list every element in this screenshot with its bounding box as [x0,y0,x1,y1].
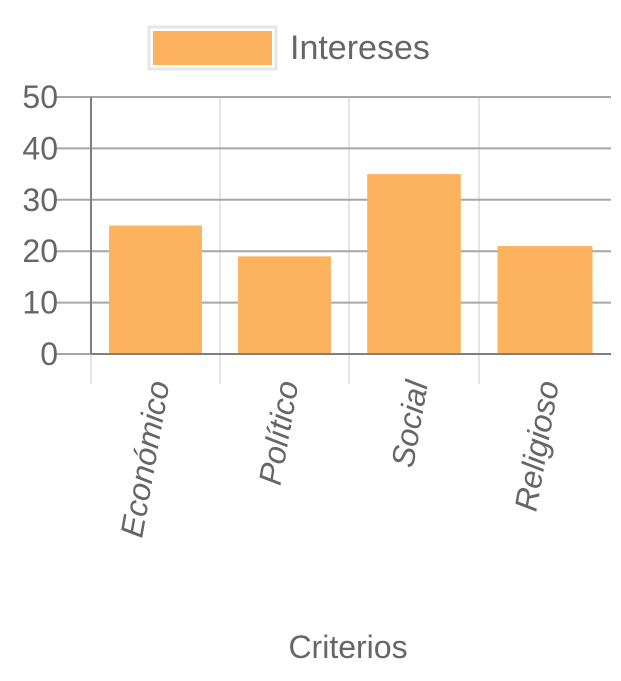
legend-swatch [153,31,272,65]
x-axis-ticks: Económico Político Social Religioso [113,377,565,540]
legend-label: Intereses [290,29,430,67]
x-tick-label: Religioso [508,378,566,514]
y-tick-label: 10 [22,285,58,321]
y-tick-label: 40 [22,130,58,166]
bar[interactable] [367,174,461,354]
bar[interactable] [109,225,202,355]
legend-swatch-border [147,25,278,71]
x-axis-title: Criterios [288,629,407,665]
y-tick-label: 20 [22,233,58,269]
y-tick-label: 50 [22,79,58,115]
x-tick-label: Social [384,377,435,470]
bar[interactable] [497,246,593,354]
y-tick-label: 30 [22,182,58,218]
axes [90,97,611,355]
y-axis-ticks: 0 10 20 30 40 50 [22,79,58,372]
bar[interactable] [238,256,331,354]
x-tick-label: Económico [113,378,176,540]
y-tick-label: 0 [40,336,58,372]
legend[interactable]: Intereses [147,25,430,71]
bars [109,174,593,355]
x-tick-label: Político [252,378,306,488]
